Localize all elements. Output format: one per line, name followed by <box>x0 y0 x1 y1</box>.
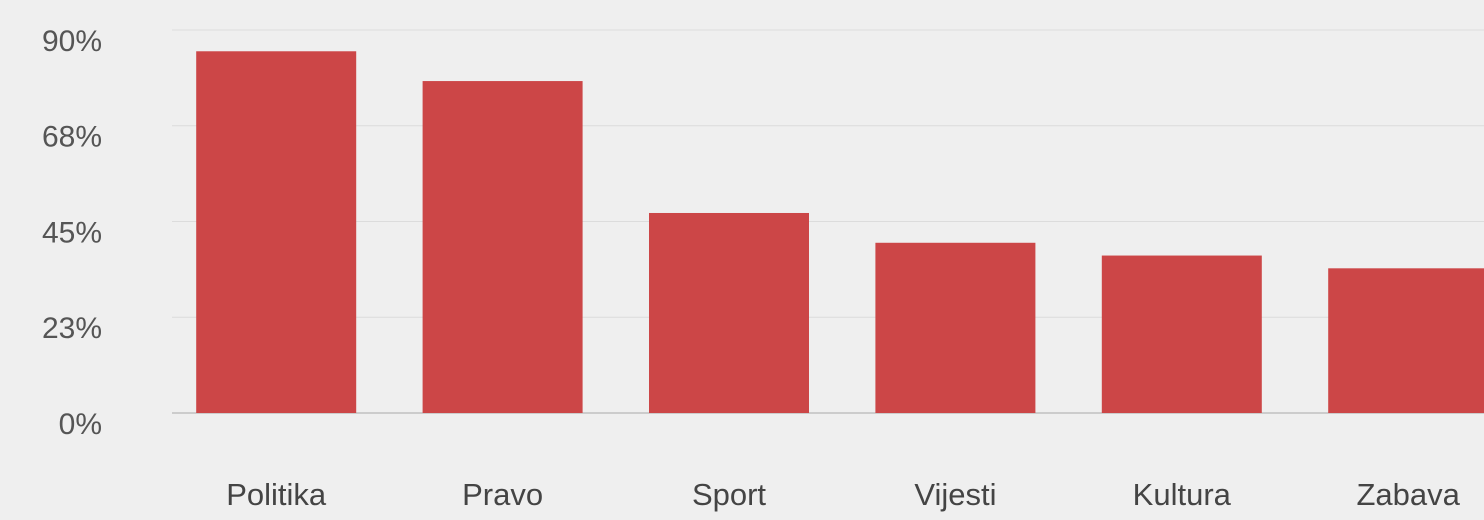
bar <box>1328 268 1484 413</box>
y-tick-label: 0% <box>59 408 102 441</box>
x-tick-label: Kultura <box>1133 477 1232 512</box>
x-tick-label: Sport <box>692 477 766 512</box>
x-tick-label: Vijesti <box>914 477 996 512</box>
bar <box>649 212 809 413</box>
x-tick-label: Pravo <box>462 477 543 512</box>
bar <box>196 51 357 414</box>
x-tick-label: Zabava <box>1356 477 1460 512</box>
bar <box>1101 255 1262 413</box>
y-tick-label: 23% <box>42 312 102 345</box>
bar <box>422 81 583 414</box>
y-tick-label: 68% <box>42 121 102 154</box>
x-tick-label: Politika <box>226 477 327 512</box>
bar <box>875 242 1036 413</box>
y-tick-label: 90% <box>42 25 102 58</box>
y-tick-label: 45% <box>42 216 102 249</box>
